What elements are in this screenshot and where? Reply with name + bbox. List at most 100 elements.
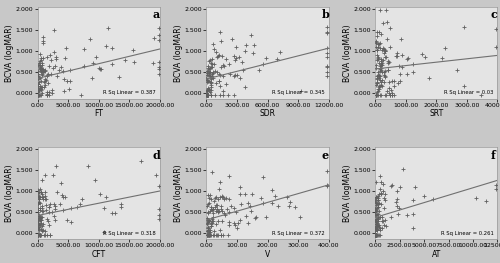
Point — [77, 93, 85, 97]
Point — [34, 233, 42, 237]
Point — [378, 32, 386, 37]
Point — [34, 232, 42, 236]
Point — [39, 209, 47, 213]
Point — [204, 93, 212, 97]
Point — [38, 60, 46, 65]
Point — [374, 216, 382, 220]
Point — [204, 66, 212, 70]
Point — [380, 50, 388, 55]
Point — [35, 88, 43, 93]
Point — [324, 31, 332, 35]
Point — [380, 48, 388, 52]
Point — [324, 169, 332, 173]
Point — [36, 208, 44, 212]
Point — [482, 199, 490, 203]
Point — [377, 68, 385, 73]
Point — [40, 84, 48, 89]
Point — [376, 74, 384, 78]
Point — [372, 83, 380, 88]
Point — [218, 93, 226, 97]
Point — [206, 66, 214, 70]
Y-axis label: BCVA (logMAR): BCVA (logMAR) — [174, 24, 183, 82]
Point — [35, 75, 43, 79]
Point — [203, 93, 211, 97]
Point — [34, 194, 42, 198]
Point — [385, 86, 393, 90]
Point — [376, 228, 384, 232]
Point — [204, 233, 212, 237]
Point — [202, 93, 210, 97]
Point — [372, 227, 380, 232]
Point — [204, 78, 212, 82]
Point — [111, 211, 119, 215]
Point — [38, 192, 46, 196]
Point — [205, 58, 213, 63]
Point — [39, 67, 47, 71]
Point — [206, 70, 214, 74]
Point — [42, 93, 50, 97]
Point — [35, 228, 43, 232]
Point — [204, 64, 212, 68]
Point — [207, 221, 215, 225]
Point — [376, 202, 384, 206]
Point — [202, 93, 210, 97]
Point — [242, 214, 250, 218]
Point — [219, 195, 227, 199]
Point — [224, 93, 232, 97]
Point — [216, 73, 224, 77]
Point — [218, 219, 226, 223]
Point — [35, 216, 43, 220]
Point — [216, 180, 224, 184]
Point — [218, 195, 226, 199]
Point — [209, 70, 217, 74]
Point — [374, 198, 382, 203]
Point — [154, 67, 162, 71]
Point — [372, 63, 380, 67]
Point — [206, 88, 214, 92]
Point — [372, 233, 380, 237]
Point — [396, 72, 404, 76]
Point — [57, 65, 65, 70]
Point — [39, 35, 47, 39]
Point — [208, 57, 216, 61]
Point — [377, 192, 385, 196]
Point — [52, 74, 60, 78]
Point — [43, 90, 51, 94]
Point — [100, 230, 108, 234]
Point — [34, 225, 42, 229]
Point — [214, 53, 222, 58]
Point — [274, 204, 282, 208]
Point — [409, 198, 417, 202]
Point — [210, 229, 218, 234]
Point — [404, 55, 412, 60]
Point — [225, 197, 233, 201]
Point — [39, 221, 47, 226]
Point — [204, 79, 212, 83]
Point — [215, 72, 223, 76]
Point — [396, 79, 404, 83]
Point — [34, 93, 42, 97]
Point — [425, 76, 433, 80]
Point — [202, 93, 210, 97]
Point — [38, 85, 46, 89]
Point — [374, 194, 382, 198]
Point — [226, 220, 234, 225]
Point — [372, 219, 380, 223]
Point — [388, 183, 396, 187]
Point — [372, 81, 380, 85]
Point — [372, 74, 380, 78]
Point — [108, 211, 116, 215]
Point — [235, 55, 243, 59]
Point — [230, 206, 237, 210]
Point — [154, 65, 162, 70]
Point — [380, 70, 388, 74]
Point — [210, 233, 218, 237]
Point — [374, 233, 382, 237]
Point — [35, 87, 43, 91]
Point — [373, 211, 381, 216]
Point — [206, 76, 214, 80]
Point — [36, 52, 44, 56]
Point — [375, 76, 383, 80]
Point — [274, 57, 281, 61]
Point — [208, 208, 216, 213]
